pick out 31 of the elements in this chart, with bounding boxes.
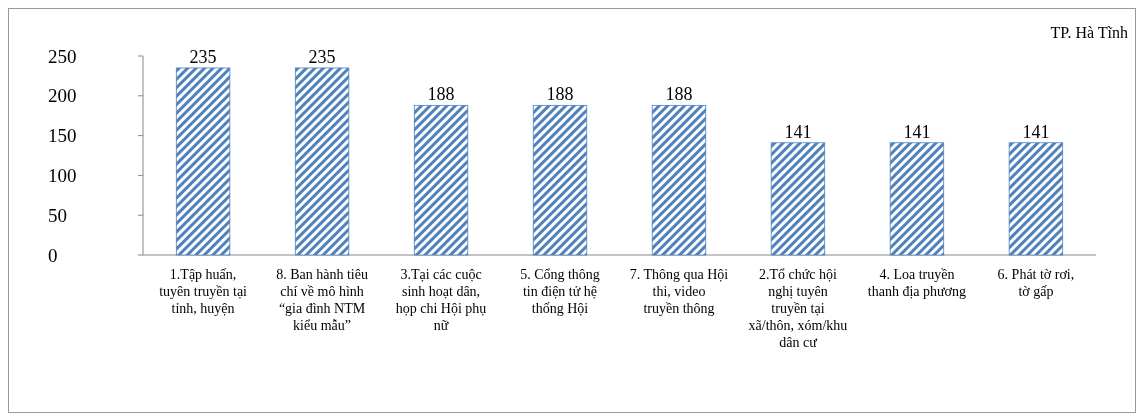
data-label: 141 [903,121,931,142]
data-label: 141 [784,121,812,142]
y-tick-label: 200 [48,85,77,107]
x-tick-label: 1.Tập huấn, tuyên truyền tại tỉnh, huyện [159,267,248,316]
y-tick-label: 0 [48,244,58,266]
bar [294,67,350,256]
x-tick-label: 6. Phát tờ rơi, tờ gấp [997,267,1075,299]
y-tick-label: 100 [48,165,77,187]
data-label: 188 [427,84,455,105]
bar [1008,142,1064,256]
bar [651,104,707,256]
x-tick-label: 2.Tổ chức hội nghị tuyên truyền tại xã/thôn, xóm/khu dân cư [748,267,848,350]
x-tick-label: 4. Loa truyền thanh địa phương [867,267,967,299]
x-tick-label: 5. Cổng thông tin điện tử hệ thống Hội [520,267,600,316]
bar [175,67,231,256]
data-label: 188 [546,84,574,105]
bar [770,142,826,256]
chart-title: TP. Hà Tĩnh [1050,24,1128,41]
bar [413,104,469,256]
y-tick-label: 250 [48,45,77,67]
y-tick-label: 150 [48,125,77,147]
bar [889,142,945,256]
data-label: 141 [1022,121,1050,142]
y-tick-label: 50 [48,204,67,226]
x-tick-label: 7. Thông qua Hội thi, video truyền thông [629,267,729,316]
data-label: 235 [189,46,217,67]
x-tick-label: 8. Ban hành tiêu chí về mô hình “gia đình NTM kiểu mẫu” [276,267,368,333]
x-tick-label: 3.Tại các cuộc sinh hoạt dân, họp chi Hội phụ nữ [395,267,487,333]
data-label: 188 [665,84,693,105]
data-label: 235 [308,46,336,67]
bar [532,104,588,256]
